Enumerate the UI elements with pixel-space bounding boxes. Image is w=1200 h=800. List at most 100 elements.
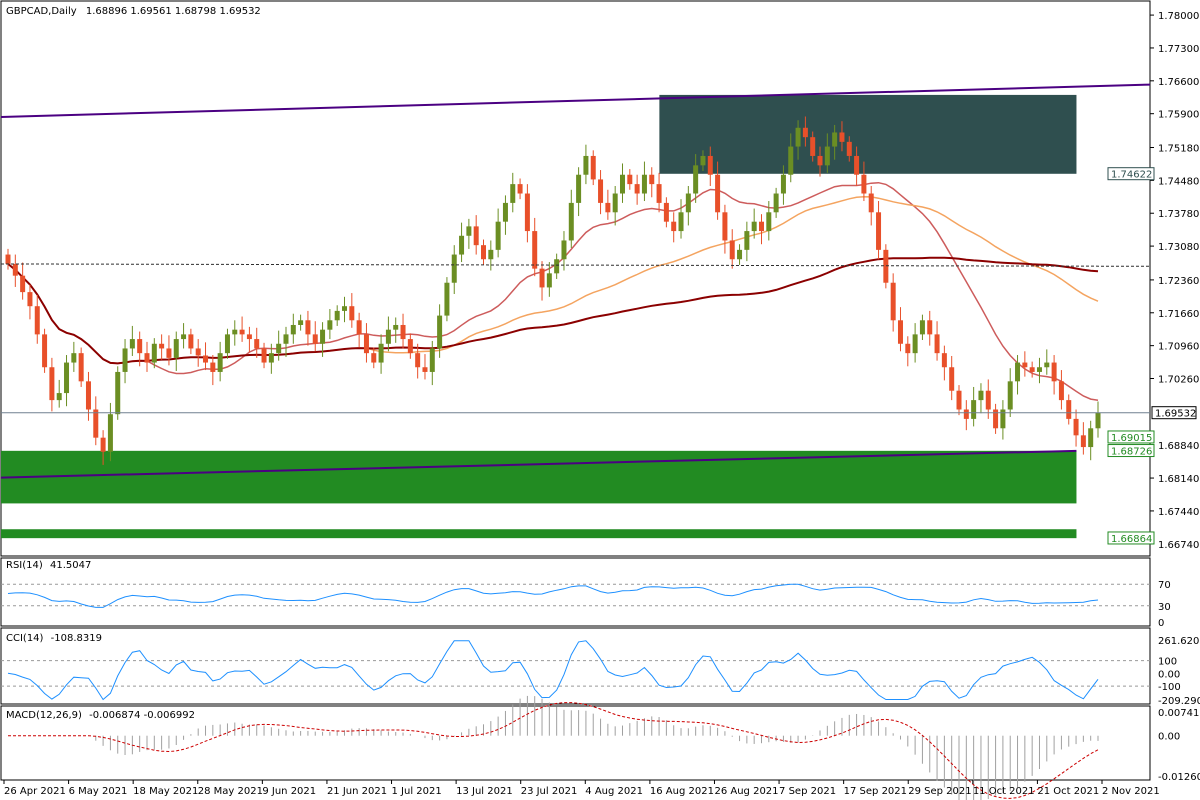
candle-body xyxy=(466,226,472,236)
candle-body xyxy=(766,212,772,232)
candle-body xyxy=(363,334,369,354)
candle-body xyxy=(795,127,801,147)
candle-body xyxy=(312,334,318,344)
date-axis[interactable]: 26 Apr 2021 6 May 2021 18 May 2021 28 May 2… xyxy=(3,780,1160,797)
candle-body xyxy=(707,155,713,175)
candle-body xyxy=(634,184,640,194)
cci-pane-frame xyxy=(0,627,1151,705)
cci-value: -108.8319 xyxy=(51,633,102,644)
candle-body xyxy=(729,240,735,260)
candle-body xyxy=(649,174,655,185)
cci-tick-label: -209.2909 xyxy=(1158,696,1200,707)
candle-body xyxy=(1022,362,1028,368)
candle-body xyxy=(451,254,457,283)
price-tag-box xyxy=(1107,167,1155,181)
trendlines-layer xyxy=(0,83,1151,479)
candle-body xyxy=(268,353,274,363)
candle-body xyxy=(27,292,33,307)
candle-body xyxy=(210,362,216,372)
candle-body xyxy=(305,320,311,335)
rsi-tick-label: 70 xyxy=(1158,580,1171,591)
candle-body xyxy=(129,339,135,349)
candle-body xyxy=(473,226,479,246)
candle-body xyxy=(627,174,633,185)
candle-body xyxy=(437,315,443,349)
candle-body xyxy=(1058,381,1064,401)
cci-title: CCI(14) -108.8319 xyxy=(6,633,102,644)
price-tick-label: 1.73080 xyxy=(1158,242,1199,253)
candle-body xyxy=(554,259,560,274)
candle-body xyxy=(1007,381,1013,410)
date-tick-label: 21 Jun 2021 xyxy=(327,786,387,797)
candle-body xyxy=(144,353,150,363)
rsi-tick-label: 30 xyxy=(1158,602,1171,613)
candle-body xyxy=(290,324,296,335)
date-tick-label: 13 Jul 2021 xyxy=(456,786,513,797)
date-tick-label: 16 Aug 2021 xyxy=(650,786,714,797)
candle-body xyxy=(327,320,333,330)
date-tick-label: 29 Sep 2021 xyxy=(908,786,971,797)
candle-body xyxy=(488,249,494,260)
date-tick-label: 11 Oct 2021 xyxy=(973,786,1035,797)
candle-body xyxy=(963,409,969,419)
candle-body xyxy=(510,184,516,203)
rsi-title: RSI(14) 41.5047 xyxy=(6,560,91,571)
candle-body xyxy=(115,371,121,415)
chart-header: GBPCAD,Daily 1.68896 1.69561 1.68798 1.6… xyxy=(6,6,261,17)
zones-layer xyxy=(1,94,1077,539)
candle-body xyxy=(693,165,699,194)
candle-body xyxy=(1044,362,1050,368)
candle-body xyxy=(407,339,413,354)
candle-body xyxy=(641,174,647,194)
candle-body xyxy=(1015,362,1021,382)
candle-body xyxy=(897,320,903,344)
candle-body xyxy=(34,306,40,335)
price-tag-box xyxy=(1107,531,1155,545)
rsi-line xyxy=(7,583,1099,608)
candle-body xyxy=(524,193,530,232)
candle-body xyxy=(42,334,48,368)
candle-body xyxy=(151,343,157,363)
candle-body xyxy=(576,174,582,203)
candle-body xyxy=(802,127,808,138)
candle-body xyxy=(919,320,925,335)
price-tick-label: 1.77300 xyxy=(1158,44,1199,55)
candle-body xyxy=(876,212,882,250)
candle-body xyxy=(700,155,706,166)
macd-tick-label: 0.00 xyxy=(1158,732,1180,743)
candle-body xyxy=(532,231,538,269)
candle-body xyxy=(246,334,252,340)
candle-body xyxy=(283,334,289,344)
macd-axis: 0.007413 0.00 -0.012606 xyxy=(1158,708,1200,783)
date-tick-label: 6 May 2021 xyxy=(69,786,128,797)
macd-signal-line xyxy=(8,702,1099,799)
price-tick-label: 1.74480 xyxy=(1158,176,1199,187)
date-tick-label: 7 Sep 2021 xyxy=(779,786,836,797)
candle-body xyxy=(429,348,435,372)
candle-body xyxy=(663,202,669,222)
candle-body xyxy=(949,367,955,391)
price-tag-label: 1.74622 xyxy=(1111,170,1152,181)
cci-tick-label: 261.6206 xyxy=(1158,636,1200,647)
candle-body xyxy=(298,320,304,325)
candle-body xyxy=(1095,412,1101,429)
candle-body xyxy=(393,324,399,330)
ohlc-label: 1.68896 1.69561 1.68798 1.69532 xyxy=(86,6,261,17)
candle-body xyxy=(261,348,267,363)
price-tag-box xyxy=(1107,444,1155,458)
price-axis[interactable]: 1.78000 1.77300 1.76600 1.75900 1.75180 1.744… xyxy=(1150,11,1199,551)
candle-body xyxy=(85,381,91,410)
candle-body xyxy=(773,193,779,213)
candle-body xyxy=(590,155,596,180)
price-tick-label: 1.75180 xyxy=(1158,143,1199,154)
price-tag-label: 1.66864 xyxy=(1111,534,1152,545)
candle-body xyxy=(758,221,764,232)
candle-body xyxy=(49,367,55,401)
candles-layer xyxy=(5,116,1101,465)
candle-body xyxy=(619,174,625,194)
candle-body xyxy=(239,329,245,335)
macd-title: MACD(12,26,9) -0.006874 -0.006992 xyxy=(6,710,195,721)
candle-body xyxy=(1036,367,1042,372)
candle-body xyxy=(890,282,896,321)
